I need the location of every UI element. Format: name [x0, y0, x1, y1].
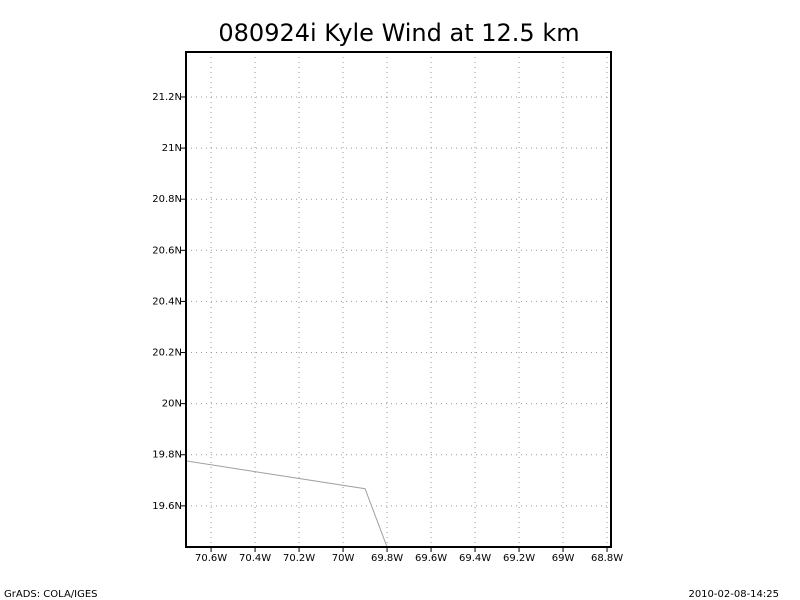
- y-tick-label: 21N: [162, 143, 182, 154]
- x-tick-label: 68.8W: [591, 553, 623, 564]
- y-tick-label: 19.6N: [152, 501, 182, 512]
- x-tick-label: 70.2W: [283, 553, 315, 564]
- y-tick-label: 20.2N: [152, 348, 182, 359]
- y-tick-label: 20N: [162, 399, 182, 410]
- x-tick-label: 70.4W: [239, 553, 271, 564]
- x-tick-label: 69.8W: [371, 553, 403, 564]
- x-tick-label: 70W: [332, 553, 355, 564]
- footer-right: 2010-02-08-14:25: [688, 589, 779, 600]
- y-tick-label: 20.6N: [152, 245, 182, 256]
- x-tick-label: 69.6W: [415, 553, 447, 564]
- y-tick-label: 21.2N: [152, 92, 182, 103]
- footer-left: GrADS: COLA/IGES: [4, 589, 98, 600]
- y-tick-label: 20.8N: [152, 194, 182, 205]
- x-tick-label: 70.6W: [195, 553, 227, 564]
- track-line: [185, 460, 388, 548]
- x-tick-label: 69W: [552, 553, 575, 564]
- y-tick-label: 19.8N: [152, 450, 182, 461]
- x-tick-label: 69.2W: [503, 553, 535, 564]
- x-tick-label: 69.4W: [459, 553, 491, 564]
- plot-frame: [185, 51, 612, 548]
- y-tick-label: 20.4N: [152, 296, 182, 307]
- chart-title: 080924i Kyle Wind at 12.5 km: [218, 19, 579, 47]
